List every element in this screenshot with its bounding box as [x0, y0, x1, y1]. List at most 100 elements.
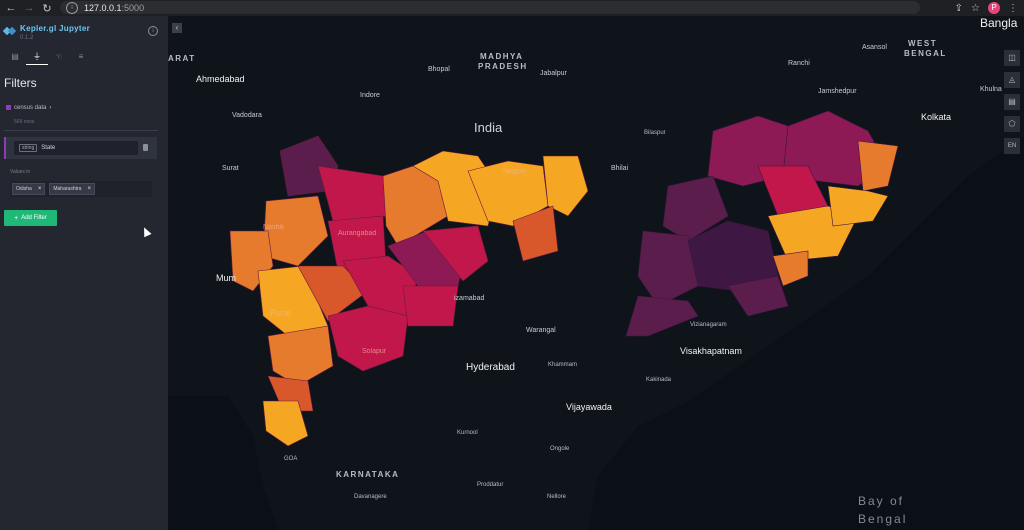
- map-label: Nagpur: [503, 168, 526, 175]
- panel-title: Filters: [4, 76, 37, 90]
- region-polygon: [772, 250, 809, 287]
- legend-icon[interactable]: ▤: [1004, 94, 1020, 110]
- chip-label: Maharashtra: [53, 186, 82, 192]
- locale-button[interactable]: EN: [1004, 138, 1020, 154]
- menu-kebab-icon[interactable]: ⋮: [1008, 2, 1018, 14]
- field-name: State: [41, 145, 56, 151]
- map-label: Aurangabad: [338, 230, 377, 237]
- map-label: Ranchi: [788, 60, 810, 67]
- map-label: Jabalpur: [540, 70, 567, 77]
- split-map-icon[interactable]: ◫: [1004, 50, 1020, 66]
- map-label: Bilaspur: [644, 130, 666, 136]
- plus-icon: +: [14, 214, 19, 222]
- map-label: Ahmedabad: [196, 74, 245, 84]
- divider: [4, 130, 158, 131]
- region-polygon: [637, 230, 699, 307]
- url-port: :5000: [121, 2, 145, 13]
- region-polygon: [262, 400, 309, 447]
- remove-chip-icon[interactable]: ×: [87, 186, 91, 192]
- forward-icon[interactable]: →: [23, 2, 35, 14]
- map-label: Kakinada: [646, 377, 672, 383]
- map-label: KARNATAKA: [336, 470, 400, 479]
- tab-basemap[interactable]: ≡: [78, 52, 84, 61]
- region-polygon: [327, 305, 409, 372]
- reload-icon[interactable]: ↻: [42, 2, 52, 15]
- filter-field-select[interactable]: string State: [14, 141, 138, 155]
- map-label: ARAT: [168, 54, 196, 63]
- map-label: Ongole: [550, 446, 570, 452]
- side-panel: Kepler.gl Jupyter 0.1.2 i ▤ ⏚ ☜ ≡ Filter…: [0, 16, 168, 530]
- region-polygon: [422, 225, 489, 282]
- dataset-row-count: 569 rows: [14, 119, 35, 125]
- maharashtra-region: [229, 135, 589, 447]
- app-version: 0.1.2: [20, 35, 34, 41]
- map-label: Davanagere: [354, 494, 387, 500]
- filter-values-select[interactable]: Odisha × Maharashtra ×: [10, 181, 152, 197]
- map-label: Indore: [360, 92, 380, 99]
- dataset-header[interactable]: census data › 569 rows: [6, 99, 51, 125]
- map-label: Solapur: [362, 348, 387, 355]
- tab-interactions[interactable]: ☜: [55, 52, 63, 61]
- map-label: Hyderabad: [466, 362, 515, 373]
- tab-layers[interactable]: ▤: [11, 52, 19, 61]
- map-label: Khammam: [548, 362, 578, 368]
- region-polygon: [542, 155, 589, 217]
- map-label: Bengal: [858, 512, 908, 526]
- share-icon[interactable]: ⇪: [954, 2, 964, 14]
- map-label: Vizianagaram: [690, 322, 727, 328]
- value-chip: Odisha ×: [12, 183, 46, 195]
- region-polygon: [625, 295, 699, 337]
- map-label: Bay of: [858, 494, 905, 508]
- panel-tabs: ▤ ⏚ ☜ ≡: [4, 50, 92, 66]
- map-label: Kolkata: [921, 112, 952, 122]
- map-label: Visakhapatnam: [680, 346, 742, 356]
- region-polygon: [262, 195, 329, 267]
- map-label: Khulna: [980, 86, 1002, 93]
- map-label: Proddatur: [477, 482, 504, 488]
- map-label: Bhilai: [611, 165, 629, 172]
- site-info-icon[interactable]: i: [66, 1, 78, 14]
- bookmark-star-icon[interactable]: ☆: [971, 2, 980, 14]
- app-logo: Kepler.gl Jupyter 0.1.2: [2, 24, 90, 41]
- add-filter-button[interactable]: + Add Filter: [4, 210, 57, 226]
- remove-chip-icon[interactable]: ×: [37, 186, 42, 192]
- map-label: Bhopal: [428, 66, 450, 73]
- chip-label: Odisha: [16, 186, 32, 192]
- 3d-map-icon[interactable]: ◬: [1004, 72, 1020, 88]
- collapse-panel-button[interactable]: ‹: [172, 23, 182, 33]
- dataset-name: census data: [14, 104, 47, 111]
- value-chip: Maharashtra ×: [49, 183, 95, 195]
- map-label: Bangla: [980, 16, 1018, 30]
- region-polygon: [857, 140, 899, 192]
- profile-avatar[interactable]: P: [988, 2, 1000, 14]
- map-label: Nellore: [547, 494, 567, 500]
- chevron-right-icon: ›: [49, 104, 52, 111]
- map-canvas[interactable]: ‹ ◫ ◬ ▤ ⬠ EN ARAT MADHYA PRADESH WEST BE…: [168, 16, 1024, 530]
- region-polygon: [827, 185, 889, 227]
- region-polygon: [662, 175, 729, 242]
- map-label: PRADESH: [478, 62, 528, 71]
- back-icon[interactable]: ←: [5, 2, 17, 14]
- tab-filters[interactable]: ⏚: [26, 50, 48, 65]
- map-label: WEST: [908, 39, 938, 48]
- map-label: BENGAL: [904, 49, 947, 58]
- map-label: izamabad: [454, 295, 485, 302]
- field-type-badge: string: [19, 144, 38, 152]
- region-polygon: [512, 205, 559, 262]
- region-polygon: [727, 275, 789, 317]
- trash-icon[interactable]: [143, 144, 148, 151]
- map-label: Warangal: [526, 327, 556, 334]
- region-polygon: [317, 165, 389, 222]
- region-polygon: [267, 325, 334, 387]
- map-label: India: [474, 120, 503, 135]
- map-label: Mum: [216, 273, 236, 283]
- values-label: Values in: [10, 169, 31, 175]
- map-label: Vadodara: [232, 112, 262, 119]
- help-icon[interactable]: i: [148, 26, 158, 36]
- address-bar[interactable]: i 127.0.0.1:5000: [60, 1, 920, 14]
- draw-polygon-icon[interactable]: ⬠: [1004, 116, 1020, 132]
- map-label: Nashik: [263, 224, 285, 231]
- odisha-region: [625, 110, 899, 337]
- filter-card: string State: [4, 137, 157, 159]
- region-polygon: [402, 285, 459, 327]
